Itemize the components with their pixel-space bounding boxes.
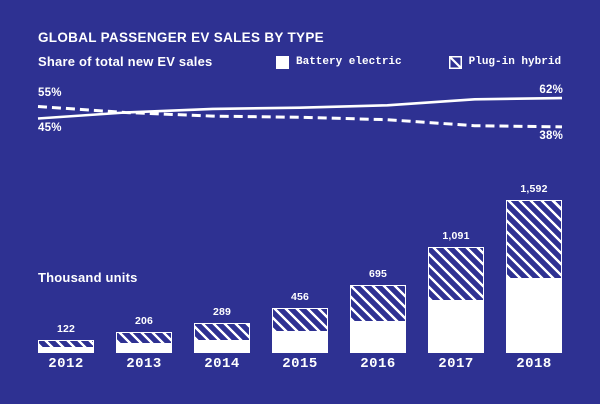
year-label-2015: 2015 (282, 356, 318, 372)
legend-label-battery-electric: Battery electric (296, 56, 402, 68)
bar-col-2012: 122 (38, 324, 94, 353)
bar-col-2018: 1,592 (506, 184, 562, 353)
bev-share-end-label: 62% (539, 84, 563, 96)
bar-2015 (272, 308, 328, 353)
phev-share-start-label: 55% (38, 87, 62, 99)
bar-total-label-2013: 206 (134, 315, 154, 327)
legend: Battery electric Plug-in hybrid (276, 56, 561, 69)
bar-col-2015: 456 (272, 292, 328, 353)
chart-title: GLOBAL PASSENGER EV SALES BY TYPE (38, 30, 324, 45)
bar-segment-battery-electric-2017 (429, 300, 483, 352)
battery-electric-swatch-icon (276, 56, 289, 69)
bar-segment-plug-in-hybrid-2015 (273, 309, 327, 331)
battery-electric-share-line (37, 96, 563, 120)
bev-share-start-label: 45% (38, 122, 62, 134)
bar-2018 (506, 200, 562, 353)
year-label-2018: 2018 (516, 356, 552, 372)
bar-total-label-2014: 289 (212, 306, 232, 318)
bar-segment-battery-electric-2018 (507, 278, 561, 352)
bar-total-label-2018: 1,592 (520, 183, 548, 195)
bar-col-2016: 695 (350, 269, 406, 353)
bar-col-2014: 289 (194, 307, 250, 353)
bar-2013 (116, 332, 172, 353)
phev-share-end-label: 38% (539, 130, 563, 142)
bar-2017 (428, 247, 484, 353)
year-label-2016: 2016 (360, 356, 396, 372)
plug-in-hybrid-swatch-icon (448, 56, 462, 69)
bar-2012 (38, 340, 94, 353)
bar-segment-battery-electric-2015 (273, 331, 327, 352)
bar-segment-plug-in-hybrid-2018 (507, 201, 561, 278)
legend-label-plug-in-hybrid: Plug-in hybrid (468, 56, 562, 68)
legend-item-plug-in-hybrid: Plug-in hybrid (448, 56, 562, 69)
bar-segment-plug-in-hybrid-2017 (429, 248, 483, 300)
units-axis-label: Thousand units (38, 270, 138, 285)
bar-segment-plug-in-hybrid-2016 (351, 286, 405, 321)
bar-segment-plug-in-hybrid-2014 (195, 324, 249, 340)
plug-in-hybrid-share-line (37, 105, 563, 129)
legend-item-battery-electric: Battery electric (276, 56, 402, 69)
bar-2014 (194, 323, 250, 353)
bar-segment-battery-electric-2012 (39, 347, 93, 352)
bar-2016 (350, 285, 406, 353)
bar-total-label-2012: 122 (56, 323, 76, 335)
bar-total-label-2015: 456 (290, 291, 310, 303)
bar-total-label-2017: 1,091 (442, 230, 470, 242)
bar-segment-battery-electric-2013 (117, 343, 171, 352)
year-label-2014: 2014 (204, 356, 240, 372)
bar-segment-battery-electric-2016 (351, 321, 405, 352)
bar-segment-battery-electric-2014 (195, 340, 249, 352)
year-label-2012: 2012 (48, 356, 84, 372)
year-label-2013: 2013 (126, 356, 162, 372)
bar-total-label-2016: 695 (368, 268, 388, 280)
chart-subtitle: Share of total new EV sales (38, 54, 213, 69)
bar-segment-plug-in-hybrid-2013 (117, 333, 171, 343)
bar-col-2017: 1,091 (428, 231, 484, 353)
year-label-2017: 2017 (438, 356, 474, 372)
bar-col-2013: 206 (116, 316, 172, 353)
bar-segment-plug-in-hybrid-2012 (39, 341, 93, 347)
